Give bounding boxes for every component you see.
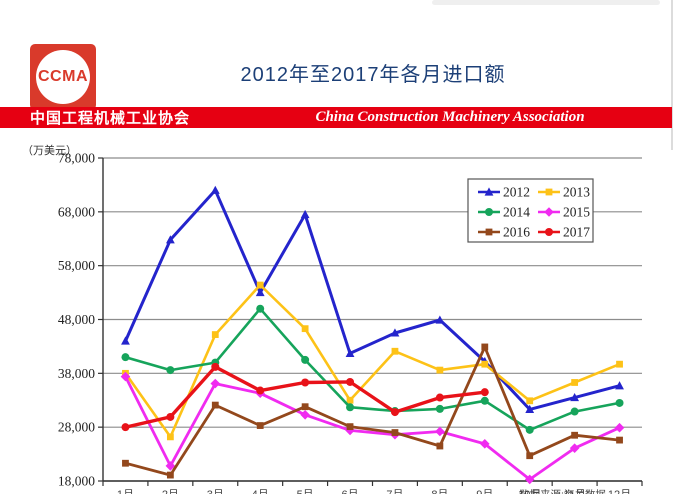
x-axis-label-clipped: 6月	[341, 489, 358, 494]
footer-note-clipped: 数据来源:海关数据	[519, 488, 606, 494]
x-axis-label-clipped: 4月	[252, 489, 269, 494]
y-axis-label: 38,000	[58, 366, 95, 381]
legend-item-2014: 2014	[478, 205, 530, 220]
ccma-logo: CCMA	[30, 44, 96, 110]
y-axis-label: 48,000	[58, 312, 95, 327]
import-line-chart: 18,000 28,000 38,000 48,000 58,000 68,000 78,0…	[58, 151, 643, 494]
y-axis-label: 18,000	[58, 474, 95, 489]
scan-artifact	[432, 0, 660, 5]
y-axis-label: 28,000	[58, 420, 95, 435]
legend-label: 2017	[563, 225, 590, 240]
y-axis-label: 78,000	[58, 151, 95, 166]
legend-item-2012: 2012	[478, 185, 530, 200]
page-title: 2012年至2017年各月进口额	[240, 64, 506, 86]
association-banner: 中国工程机械工业协会 China Construction Machinery …	[0, 107, 672, 128]
x-axis-label-clipped: 11月	[563, 489, 585, 494]
y-axis-label: 68,000	[58, 204, 95, 219]
legend-label: 2012	[503, 185, 530, 200]
series-2016	[122, 343, 623, 479]
legend-label: 2013	[563, 185, 590, 200]
ccma-logo-circle: CCMA	[36, 50, 90, 104]
legend-item-2015: 2015	[538, 205, 590, 220]
x-axis-label-clipped: 2月	[162, 489, 179, 494]
legend-item-2016: 2016	[478, 225, 530, 240]
legend-label: 2014	[503, 205, 530, 220]
page-edge-line	[671, 0, 673, 150]
legend-label: 2015	[563, 205, 590, 220]
series-2017	[121, 362, 489, 432]
chart-legend: 2012 2013 2014 2015 2016 2017	[467, 178, 594, 243]
series-2015	[120, 371, 625, 485]
y-axis-unit-label: （万美元）	[22, 145, 77, 157]
legend-item-2017: 2017	[538, 225, 590, 240]
x-axis-label-clipped: 8月	[431, 489, 448, 494]
legend-item-2013: 2013	[538, 185, 590, 200]
x-axis-label-clipped: 3月	[207, 489, 224, 494]
series-2014	[121, 304, 624, 434]
association-name-en: China Construction Machinery Association	[315, 109, 585, 125]
y-axis-label: 58,000	[58, 258, 95, 273]
x-axis-label-clipped: 1月	[117, 489, 134, 494]
x-axis-label-clipped: 7月	[386, 489, 403, 494]
ccma-logo-text: CCMA	[38, 68, 88, 85]
association-name-cn: 中国工程机械工业协会	[30, 110, 191, 127]
x-axis-label-clipped: 9月	[476, 489, 493, 494]
x-axis-label-clipped: 5月	[297, 489, 314, 494]
x-axis-label-clipped: 10月	[518, 489, 541, 494]
legend-label: 2016	[503, 225, 530, 240]
x-axis-label-clipped: 12月	[608, 489, 631, 494]
